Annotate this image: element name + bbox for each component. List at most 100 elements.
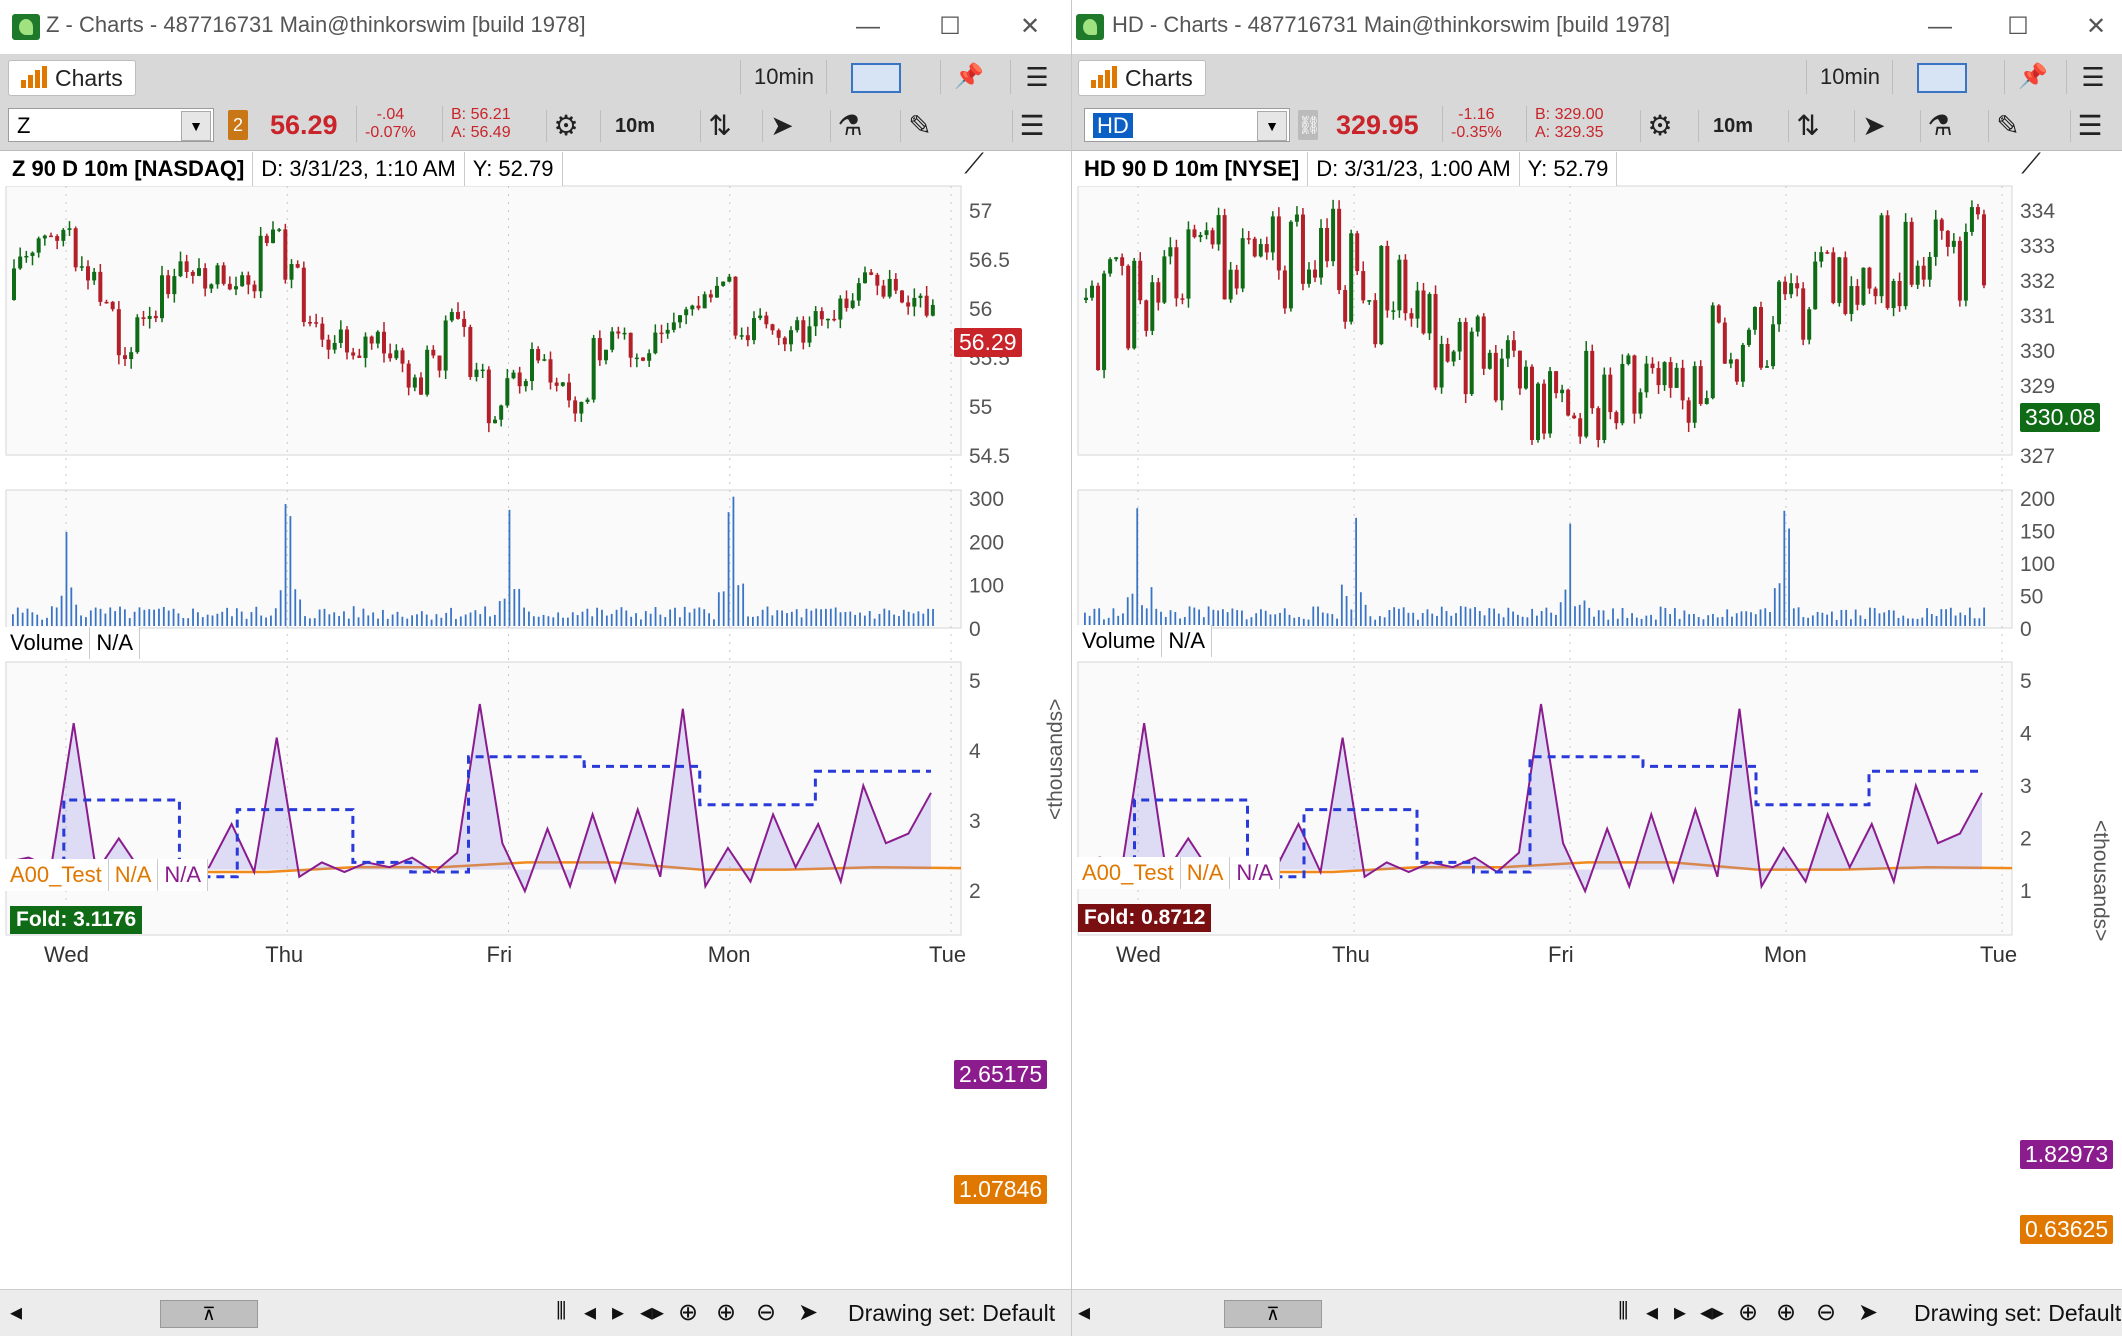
crosshair-icon[interactable]: ⊕ (1738, 1299, 1759, 1326)
scroll-left-icon[interactable]: ◂ (1078, 1299, 1091, 1326)
pan-right-icon[interactable]: ▸ (612, 1299, 625, 1326)
chart-style-icon[interactable]: ⇅ (700, 110, 739, 142)
symbol-input[interactable]: HD ▼ (1084, 108, 1290, 142)
studies-flask-icon[interactable]: ⚗ (830, 110, 869, 142)
menu-icon[interactable]: ☰ (1012, 110, 1051, 142)
scroll-handle-icon[interactable]: ⦀ (556, 1298, 567, 1325)
charts-tab[interactable]: Charts (8, 60, 136, 96)
cursor-icon[interactable]: ➤ (1854, 110, 1893, 142)
candle-body (708, 294, 713, 298)
pointer-icon[interactable]: ➤ (798, 1299, 819, 1326)
volume-bar (1621, 607, 1624, 626)
candle-body (1481, 316, 1486, 369)
minimize-icon[interactable]: — (856, 13, 880, 40)
volume-bar (562, 617, 564, 626)
crosshair-icon[interactable]: ⊕ (678, 1299, 699, 1326)
candle-body (733, 276, 738, 336)
volume-bar (1174, 611, 1177, 626)
volume-bar (1873, 608, 1876, 626)
pan-right-icon[interactable]: ▸ (1674, 1299, 1687, 1326)
drawings-icon[interactable]: ✎ (900, 110, 939, 142)
aggregation-label[interactable]: 10min (740, 60, 827, 94)
volume-bar (601, 609, 603, 626)
charts-tab[interactable]: Charts (1078, 60, 1206, 96)
chart-area[interactable]: WedThuFriMonTue3343333323313303293283272… (1072, 150, 2122, 1290)
candle-body (505, 378, 510, 406)
price-axis-toggle-icon[interactable]: ⟋ (964, 148, 984, 179)
candle-body (696, 305, 701, 309)
last-price-label: 330.08 (2020, 403, 2101, 432)
pan-left-icon[interactable]: ◂ (584, 1299, 597, 1326)
studies-flask-icon[interactable]: ⚗ (1920, 110, 1959, 142)
candle-body (745, 335, 750, 341)
close-icon[interactable]: ✕ (2085, 13, 2107, 40)
volume-axis-tick: 300 (969, 488, 1004, 511)
close-icon[interactable]: ✕ (1019, 13, 1041, 40)
candle-body (30, 252, 35, 256)
style-swatch[interactable] (826, 60, 925, 94)
chart-area[interactable]: Wed Thu Fri Mon Tue5756.55655.55554.53002001… (0, 150, 1071, 1290)
volume-bar (1402, 607, 1405, 626)
volume-bar (216, 613, 219, 626)
expand-icon[interactable]: ◂▸ (1700, 1299, 1725, 1326)
pointer-icon[interactable]: ➤ (1858, 1299, 1879, 1326)
candle-body (1656, 368, 1661, 386)
candle-body (1873, 288, 1878, 297)
aggregation-label[interactable]: 10min (1806, 60, 1893, 94)
volume-bar (1093, 608, 1096, 626)
drawing-set-label[interactable]: Drawing set: Default (1914, 1300, 2122, 1326)
interval-button[interactable]: 10m (1698, 110, 1767, 142)
gear-icon[interactable]: ⚙ (546, 110, 585, 142)
maximize-icon[interactable]: ☐ (2007, 13, 2029, 40)
drawings-icon[interactable]: ✎ (1988, 110, 2027, 142)
volume-bar (1916, 618, 1919, 626)
price-axis-toggle-icon[interactable]: ⟋ (2021, 148, 2041, 179)
candle-body (443, 320, 448, 371)
candle-body (116, 309, 121, 356)
maximize-icon[interactable]: ☐ (939, 13, 961, 40)
study-axis-tick: 4 (969, 740, 981, 763)
volume-bar (805, 608, 808, 626)
interval-button[interactable]: 10m (600, 110, 669, 142)
pin-icon[interactable]: 📌 (2004, 60, 2061, 94)
pin-icon[interactable]: 📌 (940, 60, 997, 94)
scroll-thumb[interactable]: ⊼ (1224, 1300, 1322, 1328)
link-group-icon[interactable]: ⛓ (1298, 110, 1321, 140)
scroll-thumb[interactable]: ⊼ (160, 1300, 258, 1328)
zoom-in-icon[interactable]: ⊕ (1776, 1299, 1797, 1326)
volume-bar (1112, 608, 1115, 626)
volume-bar (1669, 614, 1672, 626)
chart-style-icon[interactable]: ⇅ (1788, 110, 1827, 142)
style-swatch[interactable] (1892, 60, 1991, 94)
expand-icon[interactable]: ◂▸ (640, 1299, 665, 1326)
gear-icon[interactable]: ⚙ (1640, 110, 1679, 142)
link-group-icon[interactable]: 2 (228, 110, 248, 140)
minimize-icon[interactable]: — (1928, 13, 1952, 40)
volume-bar (26, 608, 29, 626)
volume-bar (766, 606, 769, 626)
menu-icon[interactable]: ☰ (2066, 60, 2119, 94)
scroll-left-icon[interactable]: ◂ (10, 1299, 23, 1326)
zoom-in-icon[interactable]: ⊕ (716, 1299, 737, 1326)
volume-bar (99, 608, 102, 626)
volume-bar (1830, 611, 1833, 626)
zoom-out-icon[interactable]: ⊖ (1816, 1299, 1837, 1326)
volume-bar (65, 532, 68, 626)
menu-icon[interactable]: ☰ (1010, 60, 1063, 94)
symbol-input[interactable]: Z ▼ (8, 108, 214, 142)
volume-bar (640, 619, 642, 626)
volume-bar (922, 613, 925, 626)
volume-bar (1298, 616, 1300, 626)
menu-icon[interactable]: ☰ (2070, 110, 2109, 142)
pan-left-icon[interactable]: ◂ (1646, 1299, 1659, 1326)
scroll-handle-icon[interactable]: ⦀ (1618, 1298, 1629, 1325)
drawing-set-label[interactable]: Drawing set: Default (848, 1300, 1056, 1326)
chevron-down-icon[interactable]: ▼ (1257, 111, 1287, 141)
volume-bar (1550, 612, 1553, 626)
chevron-down-icon[interactable]: ▼ (181, 111, 211, 141)
candle-body (456, 312, 460, 319)
volume-bar (1654, 619, 1657, 626)
cursor-icon[interactable]: ➤ (762, 110, 801, 142)
candle-body (1921, 265, 1926, 280)
zoom-out-icon[interactable]: ⊖ (756, 1299, 777, 1326)
